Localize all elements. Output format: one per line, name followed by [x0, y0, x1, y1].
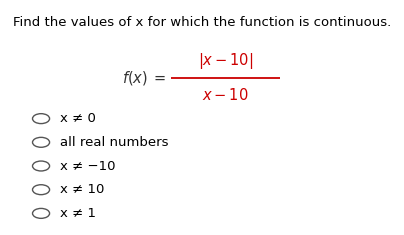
- Text: $x - 10$: $x - 10$: [202, 87, 248, 103]
- Text: x ≠ −10: x ≠ −10: [61, 160, 116, 172]
- Text: x ≠ 10: x ≠ 10: [61, 183, 105, 196]
- Text: =: =: [154, 70, 166, 86]
- Text: x ≠ 0: x ≠ 0: [61, 112, 96, 125]
- Text: $|x - 10|$: $|x - 10|$: [198, 51, 253, 71]
- Text: Find the values of x for which the function is continuous.: Find the values of x for which the funct…: [13, 16, 391, 29]
- Text: $f(x)$: $f(x)$: [122, 69, 148, 87]
- Text: x ≠ 1: x ≠ 1: [61, 207, 97, 220]
- Text: all real numbers: all real numbers: [61, 136, 169, 149]
